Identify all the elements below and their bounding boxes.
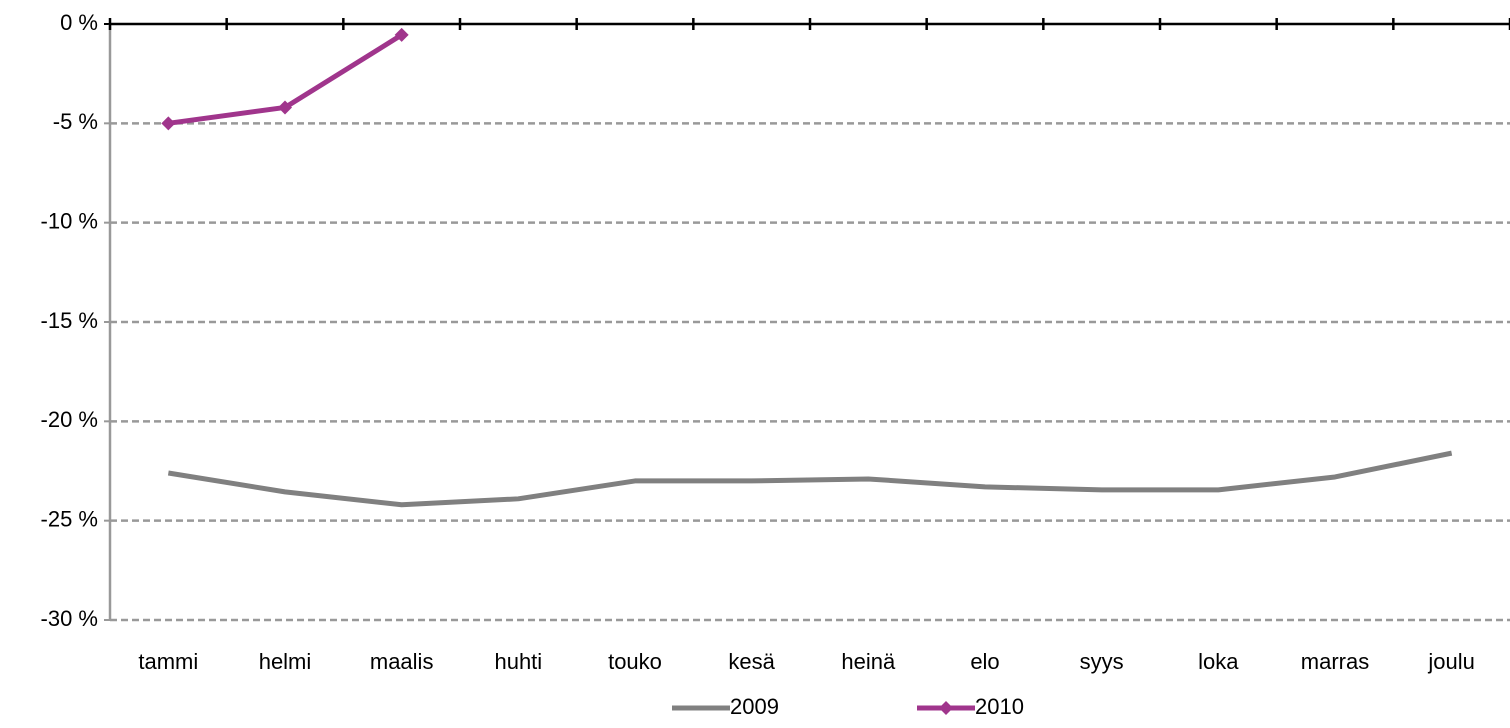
x-tick-label: syys [1080, 649, 1124, 674]
x-tick-label: huhti [494, 649, 542, 674]
legend-label: 2009 [730, 694, 779, 719]
y-tick-label: -10 % [41, 208, 98, 233]
series-marker [394, 27, 409, 42]
legend-label: 2010 [975, 694, 1024, 719]
y-tick-label: -5 % [53, 109, 98, 134]
x-tick-label: maalis [370, 649, 434, 674]
x-tick-label: joulu [1427, 649, 1474, 674]
series-marker [161, 116, 176, 131]
series-line [167, 450, 1453, 508]
legend-marker [939, 701, 953, 715]
x-tick-label: tammi [138, 649, 198, 674]
y-tick-label: -20 % [41, 407, 98, 432]
x-tick-label: heinä [841, 649, 896, 674]
x-tick-label: marras [1301, 649, 1369, 674]
series-marker [278, 100, 292, 115]
y-tick-label: -15 % [41, 308, 98, 333]
x-tick-label: elo [970, 649, 999, 674]
y-tick-label: 0 % [60, 10, 98, 35]
y-tick-label: -25 % [41, 506, 98, 531]
x-tick-label: loka [1198, 649, 1239, 674]
x-tick-label: helmi [259, 649, 312, 674]
x-tick-label: kesä [728, 649, 775, 674]
y-tick-label: -30 % [41, 606, 98, 631]
x-tick-label: touko [608, 649, 662, 674]
